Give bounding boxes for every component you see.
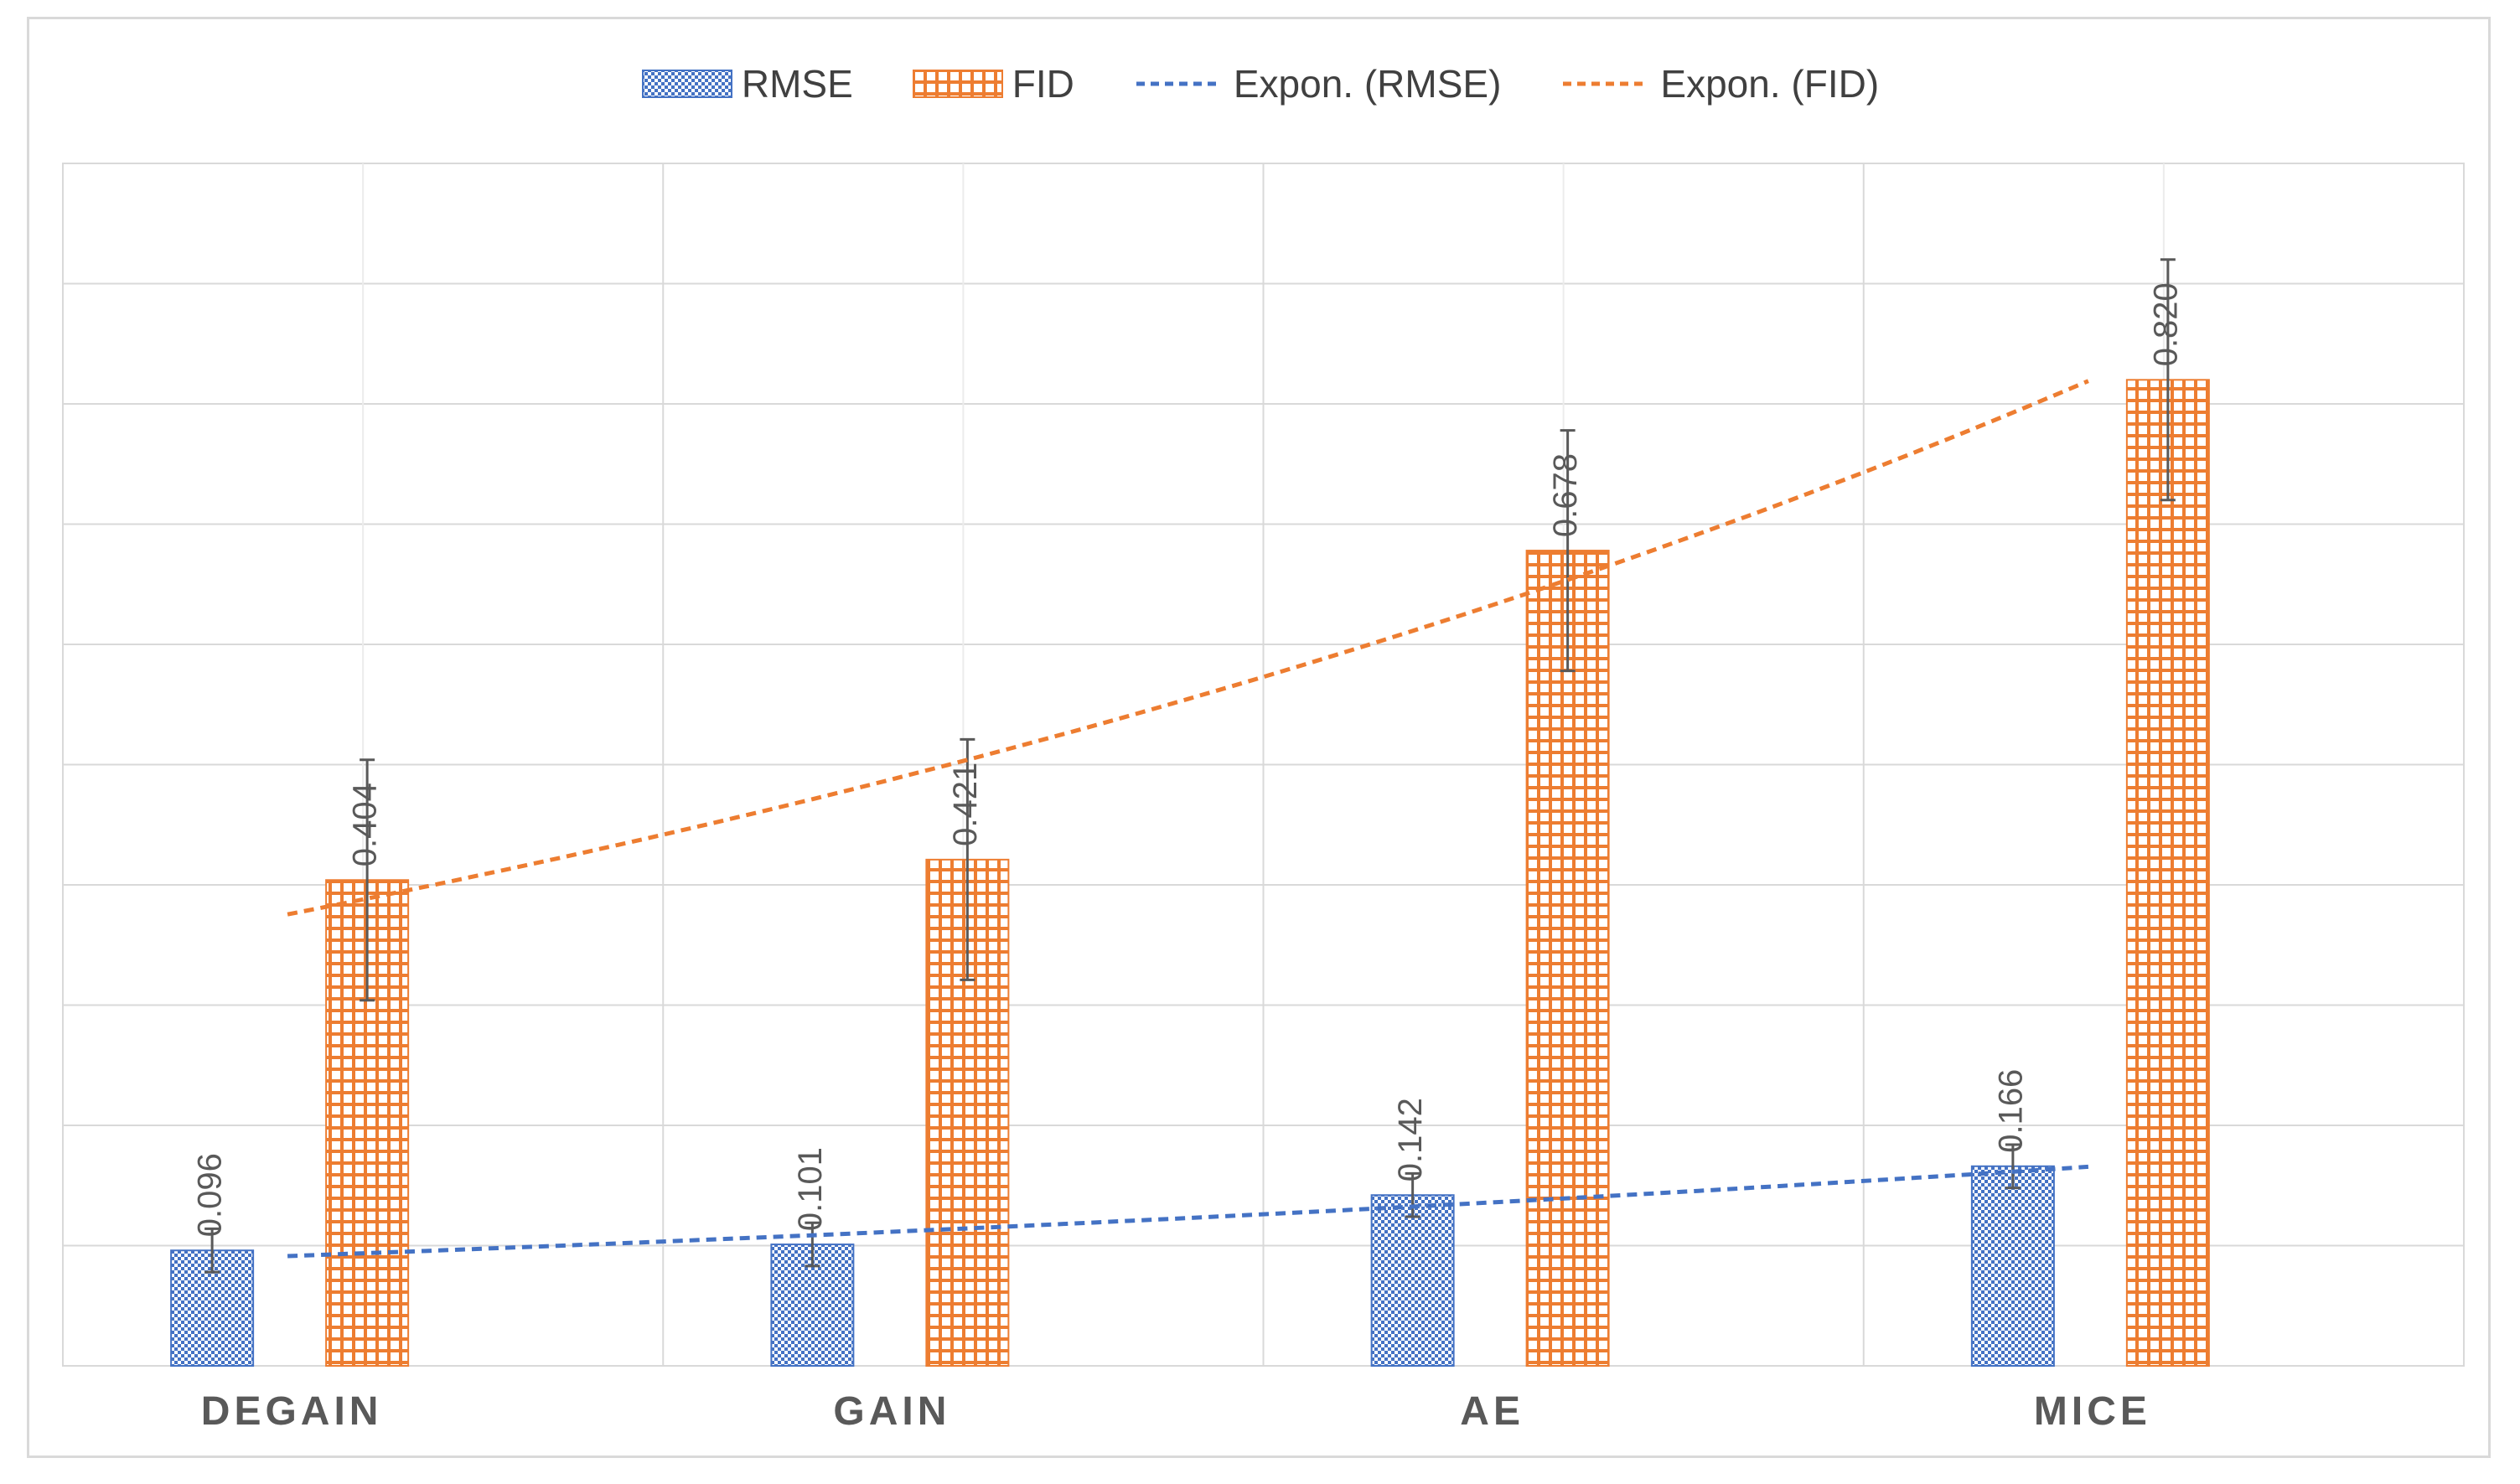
bar-fid-mice xyxy=(2125,379,2210,1367)
legend-line-expon-fid xyxy=(1563,81,1649,86)
bar-rmse-ae xyxy=(1370,1194,1455,1367)
bar-rmse-mice xyxy=(1970,1165,2055,1368)
legend: RMSE FID Expon. (RMSE) Expon. (FID) xyxy=(0,59,2520,109)
legend-label-expon-rmse: Expon. (RMSE) xyxy=(1233,62,1502,106)
legend-item-expon-rmse: Expon. (RMSE) xyxy=(1133,61,1502,106)
data-label-rmse: 0.142 xyxy=(1392,1098,1429,1182)
category-label-mice: MICE xyxy=(2034,1389,2151,1434)
category-label-degain: DEGAIN xyxy=(201,1389,383,1434)
data-label-rmse: 0.101 xyxy=(792,1147,829,1231)
data-label-rmse: 0.166 xyxy=(1992,1069,2029,1153)
legend-item-rmse: RMSE xyxy=(641,61,853,106)
legend-swatch-fid xyxy=(912,70,1003,98)
legend-label-expon-fid: Expon. (FID) xyxy=(1660,62,1880,106)
legend-label-rmse: RMSE xyxy=(741,62,853,106)
data-label-fid: 0.678 xyxy=(1547,453,1584,537)
data-label-fid: 0.404 xyxy=(347,783,384,866)
category-label-gain: GAIN xyxy=(833,1389,950,1434)
data-label-rmse: 0.096 xyxy=(192,1153,229,1237)
data-label-fid: 0.421 xyxy=(947,763,984,846)
trendline-fid xyxy=(287,379,2089,917)
chart-frame xyxy=(27,17,2491,1458)
legend-item-fid: FID xyxy=(912,61,1074,106)
trendline-rmse xyxy=(287,1164,2089,1259)
data-label-fid: 0.820 xyxy=(2147,282,2184,366)
legend-line-expon-rmse xyxy=(1136,81,1222,86)
category-label-ae: AE xyxy=(1460,1389,1524,1434)
legend-label-fid: FID xyxy=(1012,62,1074,106)
bar-fid-ae xyxy=(1525,550,1610,1367)
legend-swatch-rmse xyxy=(641,70,732,98)
legend-item-expon-fid: Expon. (FID) xyxy=(1560,61,1879,106)
